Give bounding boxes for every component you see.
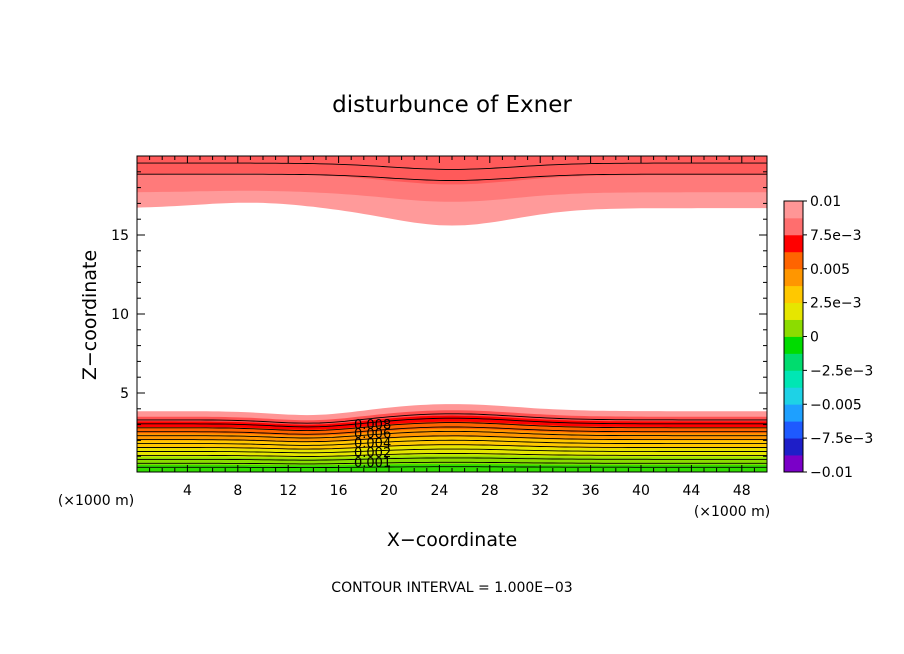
y-tick-label: 5 (120, 386, 129, 402)
contour-label: 0.006 (354, 427, 391, 442)
y-axis: 5 10 15 (111, 155, 767, 473)
x-tick-label: 4 (183, 483, 192, 499)
chart-title: disturbunce of Exner (332, 92, 572, 118)
contour-line (137, 413, 767, 424)
x-tick-label: 48 (733, 483, 751, 499)
y-tick-label: 15 (111, 228, 129, 244)
contour-line (137, 466, 767, 469)
contour-line (137, 453, 767, 457)
colorbar-tick-label: 0 (810, 330, 819, 346)
colorbar-swatch (784, 251, 803, 270)
colorbar-tick-label: 0.01 (810, 194, 841, 210)
x-tick-label: 32 (531, 483, 549, 499)
contour-line (137, 430, 767, 439)
colorbar-tick-label: 0.005 (810, 262, 850, 278)
colorbar-swatch (784, 336, 803, 354)
x-tick-label: 28 (481, 483, 499, 499)
contour-line (137, 435, 767, 443)
contour-line (137, 162, 767, 170)
colorbar-tick-label: −0.01 (810, 465, 853, 481)
colorbar-swatch (784, 302, 803, 320)
contour-line (137, 417, 767, 428)
contour-line (137, 461, 767, 465)
x-tick-label: 8 (233, 483, 242, 499)
y-tick-label: 10 (111, 307, 129, 323)
contour-label: 0.001 (354, 456, 391, 471)
contour-line (137, 439, 767, 446)
colorbar-swatch (784, 370, 803, 388)
x-axis: 4 8 12 16 20 24 28 32 36 40 44 48 (136, 156, 768, 499)
colorbar-tick-label: −7.5e−3 (810, 431, 873, 447)
colorbar-swatch (784, 201, 803, 219)
colorbar-swatch (784, 285, 803, 304)
contour-line (137, 448, 767, 454)
contour-label: 0.008 (354, 418, 391, 433)
y-unit-label: (×1000 m) (58, 493, 134, 509)
colorbar-swatch (784, 421, 803, 439)
contour-interval-note: CONTOUR INTERVAL = 1.000E−03 (331, 580, 572, 596)
colorbar: 0.01 7.5e−3 0.005 2.5e−3 0 −2.5e−3 −0.005 −7.5e… (783, 194, 873, 481)
colorbar-tick-label: −2.5e−3 (810, 363, 873, 379)
contour-label: 0.002 (354, 446, 391, 461)
contour-lines (137, 162, 767, 469)
colorbar-swatch (784, 234, 803, 253)
colorbar-tick-label: 7.5e−3 (810, 228, 862, 244)
x-tick-label: 40 (632, 483, 650, 499)
colorbar-swatch (784, 268, 803, 287)
x-tick-label: 36 (582, 483, 600, 499)
contour-line (137, 457, 767, 461)
colorbar-swatch (784, 455, 803, 473)
contour-line (137, 426, 767, 435)
x-tick-label: 44 (682, 483, 700, 499)
colorbar-swatch (784, 404, 803, 422)
x-tick-label: 24 (430, 483, 448, 499)
colorbar-swatch (784, 353, 803, 371)
x-tick-label: 20 (380, 483, 398, 499)
contour-line (137, 173, 767, 181)
colorbar-swatch (784, 387, 803, 405)
contour-line (137, 444, 767, 450)
colorbar-swatch (784, 217, 803, 236)
x-axis-label: X−coordinate (387, 529, 517, 551)
x-unit-label: (×1000 m) (694, 504, 770, 520)
y-axis-label: Z−coordinate (79, 250, 101, 380)
x-tick-label: 12 (279, 483, 297, 499)
colorbar-swatch (784, 438, 803, 456)
colorbar-tick-label: −0.005 (810, 397, 862, 413)
x-tick-label: 16 (330, 483, 348, 499)
colorbar-tick-label: 2.5e−3 (810, 296, 862, 312)
contour-label: 0.004 (354, 437, 391, 452)
colorbar-swatch (784, 319, 803, 337)
contour-line (137, 422, 767, 432)
